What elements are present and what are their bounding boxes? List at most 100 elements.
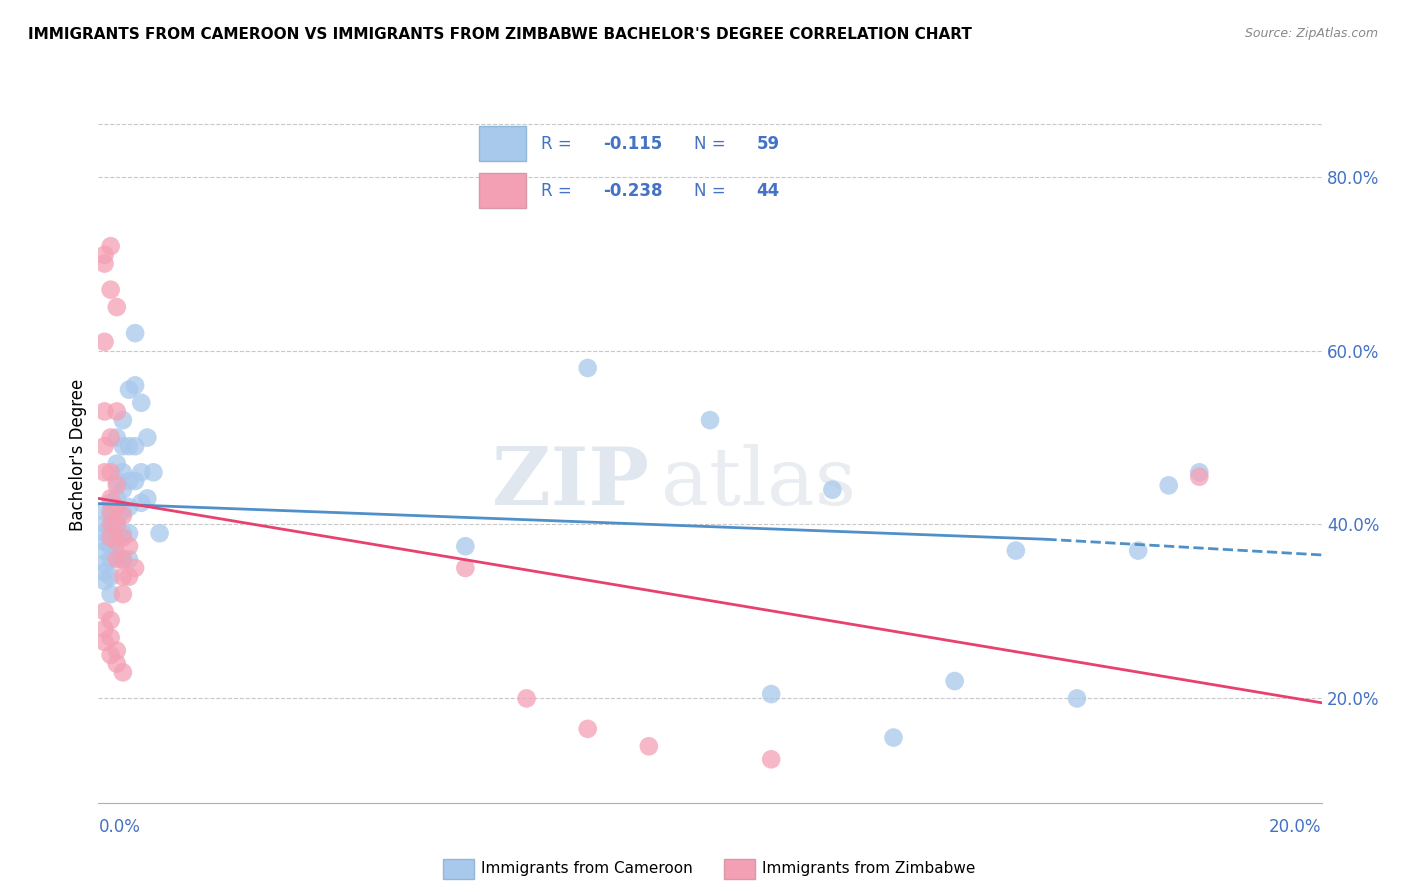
Point	[100, 570, 122, 584]
Point	[105, 657, 128, 671]
Point	[93, 635, 115, 649]
Point	[883, 731, 905, 745]
Point	[100, 508, 122, 523]
Text: -0.115: -0.115	[603, 135, 662, 153]
Point	[100, 539, 122, 553]
Point	[105, 457, 128, 471]
Point	[93, 526, 115, 541]
Point	[118, 383, 141, 397]
Point	[129, 466, 152, 480]
Text: Source: ZipAtlas.com: Source: ZipAtlas.com	[1244, 27, 1378, 40]
Point	[124, 474, 146, 488]
Point	[576, 361, 599, 376]
Point	[105, 478, 128, 492]
Text: 0.0%: 0.0%	[98, 819, 141, 837]
Point	[943, 674, 966, 689]
Point	[93, 574, 115, 588]
Point	[93, 404, 115, 418]
Point	[454, 561, 477, 575]
Point	[93, 439, 115, 453]
Point	[100, 648, 122, 662]
Text: Immigrants from Cameroon: Immigrants from Cameroon	[481, 862, 693, 876]
Point	[93, 334, 115, 349]
Point	[118, 439, 141, 453]
Point	[111, 552, 134, 566]
Point	[111, 526, 134, 541]
Point	[142, 466, 165, 480]
Point	[118, 552, 141, 566]
Point	[1188, 466, 1211, 480]
Point	[111, 508, 134, 523]
Point	[111, 504, 134, 518]
FancyBboxPatch shape	[478, 127, 526, 161]
Text: N =: N =	[695, 182, 725, 200]
Point	[454, 539, 477, 553]
Point	[105, 491, 128, 506]
Point	[105, 430, 128, 444]
FancyBboxPatch shape	[478, 173, 526, 208]
Point	[111, 413, 134, 427]
Point	[105, 552, 128, 566]
Point	[118, 539, 141, 553]
Text: 59: 59	[756, 135, 779, 153]
Point	[100, 430, 122, 444]
Point	[111, 665, 134, 680]
Text: IMMIGRANTS FROM CAMEROON VS IMMIGRANTS FROM ZIMBABWE BACHELOR'S DEGREE CORRELATI: IMMIGRANTS FROM CAMEROON VS IMMIGRANTS F…	[28, 27, 972, 42]
Point	[105, 513, 128, 527]
Point	[1128, 543, 1150, 558]
Point	[100, 613, 122, 627]
Point	[105, 300, 128, 314]
Point	[100, 522, 122, 536]
Text: N =: N =	[695, 135, 725, 153]
Point	[124, 326, 146, 340]
Point	[118, 500, 141, 514]
Point	[100, 283, 122, 297]
Point	[759, 752, 782, 766]
Point	[105, 531, 128, 545]
Point	[100, 631, 122, 645]
Point	[93, 504, 115, 518]
Point	[118, 526, 141, 541]
Point	[699, 413, 721, 427]
Point	[111, 439, 134, 453]
Point	[105, 404, 128, 418]
Point	[93, 466, 115, 480]
Point	[93, 517, 115, 532]
Point	[129, 496, 152, 510]
Point	[93, 534, 115, 549]
Point	[637, 739, 661, 754]
Point	[111, 483, 134, 497]
Point	[136, 430, 159, 444]
Point	[1157, 478, 1180, 492]
Text: R =: R =	[541, 182, 571, 200]
Point	[149, 526, 172, 541]
Point	[118, 570, 141, 584]
Point	[105, 548, 128, 562]
Text: atlas: atlas	[661, 443, 856, 522]
Y-axis label: Bachelor's Degree: Bachelor's Degree	[69, 379, 87, 531]
Point	[100, 466, 122, 480]
Point	[100, 587, 122, 601]
Point	[105, 534, 128, 549]
Point	[1066, 691, 1088, 706]
Point	[111, 587, 134, 601]
Point	[111, 552, 134, 566]
Point	[516, 691, 538, 706]
Point	[136, 491, 159, 506]
Point	[93, 543, 115, 558]
Point	[821, 483, 844, 497]
Point	[100, 531, 122, 545]
Point	[111, 570, 134, 584]
Point	[105, 643, 128, 657]
Text: -0.238: -0.238	[603, 182, 662, 200]
Point	[129, 395, 152, 409]
Point	[1188, 469, 1211, 483]
Point	[124, 378, 146, 392]
Point	[759, 687, 782, 701]
Text: R =: R =	[541, 135, 571, 153]
Text: 20.0%: 20.0%	[1270, 819, 1322, 837]
Point	[118, 474, 141, 488]
Point	[100, 496, 122, 510]
Point	[124, 439, 146, 453]
Point	[105, 500, 128, 514]
